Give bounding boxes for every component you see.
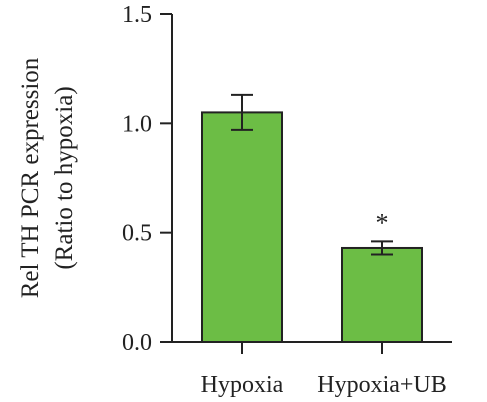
- x-tick-label: Hypoxia: [201, 372, 284, 398]
- y-tick-label: 1.5: [122, 2, 152, 28]
- significance-marker: *: [376, 208, 389, 237]
- bar-hypoxia-ub: [341, 246, 423, 343]
- y-tick-label: 1.0: [122, 111, 152, 137]
- x-tick-label: Hypoxia+UB: [317, 372, 447, 398]
- bar-hypoxia: [201, 111, 283, 344]
- y-ticks: 0.0 0.5 1.0 1.5: [122, 2, 172, 356]
- y-tick-label: 0.5: [122, 221, 152, 247]
- x-ticks: Hypoxia Hypoxia+UB: [201, 342, 447, 398]
- y-axis-title: Rel TH PCR expression (Ratio to hypoxia): [17, 57, 78, 298]
- y-axis-sublabel: (Ratio to hypoxia): [51, 86, 78, 269]
- bars: *: [201, 93, 423, 344]
- y-tick-label: 0.0: [122, 330, 152, 356]
- y-axis-label: Rel TH PCR expression: [17, 57, 44, 298]
